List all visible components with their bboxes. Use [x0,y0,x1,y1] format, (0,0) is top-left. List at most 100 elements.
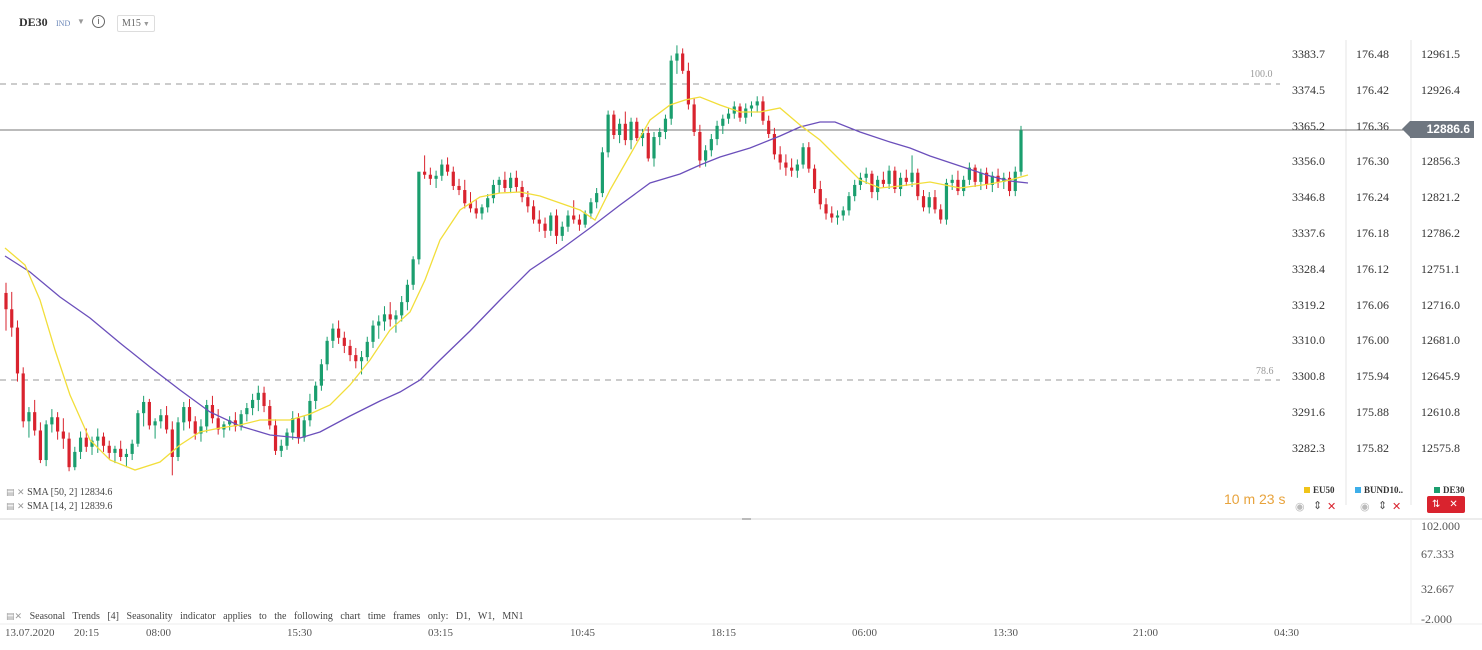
price-axis-label: 176.36 [1356,118,1389,133]
close-icon[interactable]: ✕ [14,612,23,622]
list-icon[interactable]: ▤ [6,502,15,512]
price-axis-label: 3328.4 [1292,261,1325,276]
legend-bund10-label: BUND10.. [1364,485,1404,495]
list-icon[interactable]: ▤ [6,488,15,498]
price-axis-label: 176.42 [1356,82,1389,97]
candle-body [205,405,209,427]
eye-icon[interactable]: ◉ [1360,500,1370,513]
candle-body [589,202,593,214]
legend-eu50[interactable]: EU50 [1304,485,1335,495]
candle-body [962,179,966,192]
price-axis-label: 176.48 [1356,47,1389,61]
candle-body [480,207,484,214]
adjust-icon[interactable]: ⇅ [1432,499,1441,510]
indicator-sma50[interactable]: ▤ ✕ SMA [50, 2] 12834.6 [6,487,112,498]
candle-body [606,114,610,153]
candle-body [692,104,696,132]
candle-body [858,177,863,185]
candle-body [801,147,805,165]
candle-body [50,417,54,425]
candle-body [967,167,971,180]
candle-body [228,420,232,425]
price-axis-label: 175.94 [1356,369,1389,384]
close-icon[interactable]: ✕ [17,502,25,512]
eye-icon[interactable]: ◉ [1295,500,1305,513]
candle-body [744,108,748,118]
legend-bund10[interactable]: BUND10.. [1355,485,1403,495]
price-axis-label: 12575.8 [1421,440,1460,455]
candle-body [417,171,421,260]
candle-body [457,185,461,191]
candle-body [371,325,375,342]
candle-body [96,436,100,441]
indicator-sma14[interactable]: ▤ ✕ SMA [14, 2] 12839.6 [6,501,112,512]
candle-body [27,412,31,422]
candle-body [245,408,249,415]
sort-icon[interactable]: ⇕ [1313,499,1323,512]
list-icon[interactable]: ▤ [6,612,15,622]
candle-body [652,137,656,159]
candle-body [853,184,857,197]
candle-body [325,340,329,365]
seasonal-indicator[interactable]: ▤✕ Seasonal Trends [4] Seasonality indic… [6,611,523,622]
candle-body [933,197,937,210]
close-icon[interactable]: ✕ [17,488,25,498]
close-icon[interactable]: ✕ [1392,500,1402,513]
candle-body [73,451,77,468]
candle-body [887,170,891,184]
timeframe-select[interactable]: M15 ▼ [117,15,155,32]
candle-body [176,422,180,457]
main-series-controls[interactable]: ⇅ ✕ [1427,496,1465,513]
symbol-dropdown-icon[interactable]: ▼ [77,17,85,26]
timeframe-label: M15 [122,18,141,29]
price-axis-label: 12961.5 [1421,47,1460,61]
candle-body [348,345,352,356]
legend-color [1355,487,1361,493]
time-label: 08:00 [146,627,172,639]
candle-body [302,420,306,438]
candle-body [182,407,186,423]
candle-body [187,407,192,422]
candle-body [830,213,834,218]
candle-body [331,328,335,341]
candle-body [617,123,622,136]
legend-de30-label: DE30 [1443,485,1465,495]
price-axis-label: 3383.7 [1292,47,1325,61]
legend-color [1304,487,1310,493]
info-icon[interactable]: i [92,15,105,28]
candle-body [486,198,490,208]
candle-body [612,114,616,136]
candle-body [262,392,266,407]
candle-body [342,337,346,346]
candle-body [38,430,43,461]
candle-body [709,139,713,151]
candle-body [400,302,404,316]
candle-body [474,208,478,214]
candle-body [658,131,662,138]
candle-body [423,171,427,175]
candle-body [405,284,410,303]
candle-body [359,357,364,362]
candle-body [84,437,88,447]
candle-body [973,167,977,182]
close-icon[interactable]: ✕ [1327,500,1337,513]
candle-body [956,179,960,192]
candle-body [268,406,272,426]
candle-body [835,215,840,218]
osc-axis-label: 32.667 [1421,582,1454,596]
candle-body [314,385,318,401]
sort-icon[interactable]: ⇕ [1378,499,1388,512]
price-axis-label: 3291.6 [1292,405,1325,419]
candle-body [818,189,822,205]
candle-body [755,101,759,106]
candle-body [164,415,169,430]
fib-78-label: 78.6 [1256,366,1274,377]
price-axis-label: 3300.8 [1292,369,1325,384]
panel-resize-handle[interactable] [742,518,751,520]
candle-body [445,164,450,172]
legend-de30[interactable]: DE30 [1434,485,1465,495]
candle-body [61,431,65,439]
candle-body [130,443,134,454]
close-icon[interactable]: ✕ [1449,499,1458,510]
